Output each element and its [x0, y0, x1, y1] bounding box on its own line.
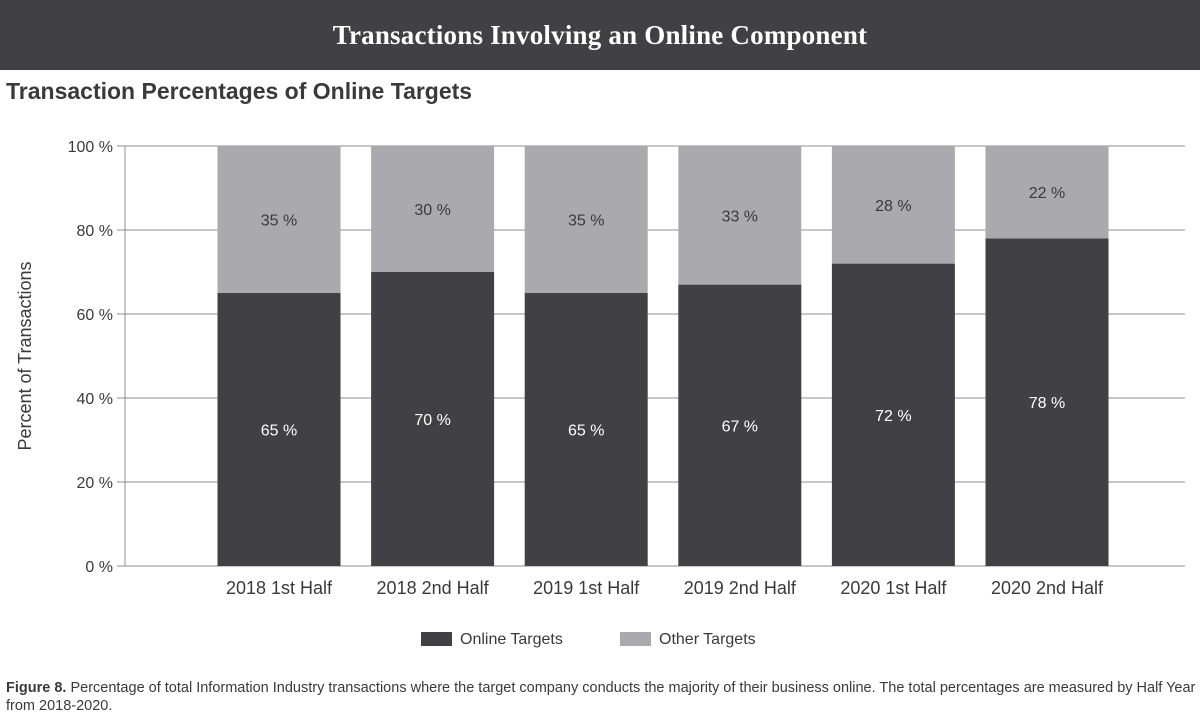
page-title: Transactions Involving an Online Compone… — [332, 19, 868, 50]
y-tick-label: 80 % — [77, 223, 113, 240]
caption-text: Percentage of total Information Industry… — [6, 680, 1196, 714]
data-label: 35 % — [261, 213, 297, 230]
bar-online-targets — [524, 293, 648, 566]
bar-other-targets — [985, 146, 1109, 239]
bar-other-targets — [678, 146, 802, 285]
data-label: 35 % — [568, 213, 604, 230]
figure-caption: Figure 8. Percentage of total Informatio… — [6, 679, 1196, 715]
x-tick-label: 2020 2nd Half — [991, 578, 1104, 598]
x-tick-label: 2018 2nd Half — [377, 578, 490, 598]
data-label: 33 % — [722, 208, 758, 225]
y-tick-label: 100 % — [68, 139, 113, 156]
x-tick-label: 2019 1st Half — [533, 578, 640, 598]
data-label: 70 % — [414, 412, 450, 429]
data-label: 67 % — [722, 418, 758, 435]
bar-other-targets — [524, 146, 648, 293]
chart-title: Transaction Percentages of Online Target… — [6, 78, 473, 104]
bar-other-targets — [371, 146, 495, 272]
caption-label: Figure 8. — [6, 680, 67, 696]
bar-other-targets — [217, 146, 341, 293]
header-bar: Transactions Involving an Online Compone… — [0, 0, 1200, 70]
y-tick-label: 40 % — [77, 391, 113, 408]
y-tick-label: 60 % — [77, 307, 113, 324]
bar-online-targets — [678, 284, 802, 566]
data-label: 65 % — [261, 423, 297, 440]
legend-label: Online Targets — [460, 631, 563, 648]
data-label: 22 % — [1029, 185, 1065, 202]
data-label: 30 % — [414, 202, 450, 219]
legend-swatch-online — [421, 632, 452, 646]
bar-online-targets — [371, 272, 495, 566]
data-label: 78 % — [1029, 395, 1065, 412]
bar-online-targets — [985, 238, 1109, 566]
legend-label: Other Targets — [659, 631, 756, 648]
x-tick-label: 2020 1st Half — [840, 578, 947, 598]
y-axis-label: Percent of Transactions — [15, 261, 35, 450]
data-label: 65 % — [568, 423, 604, 440]
x-tick-label: 2019 2nd Half — [684, 578, 797, 598]
data-label: 28 % — [875, 198, 911, 215]
legend-swatch-other — [620, 632, 651, 646]
x-tick-label: 2018 1st Half — [226, 578, 333, 598]
bar-online-targets — [831, 263, 955, 566]
y-tick-label: 0 % — [85, 559, 113, 576]
bar-other-targets — [831, 146, 955, 264]
bar-online-targets — [217, 293, 341, 566]
y-tick-label: 20 % — [77, 475, 113, 492]
data-label: 72 % — [875, 408, 911, 425]
